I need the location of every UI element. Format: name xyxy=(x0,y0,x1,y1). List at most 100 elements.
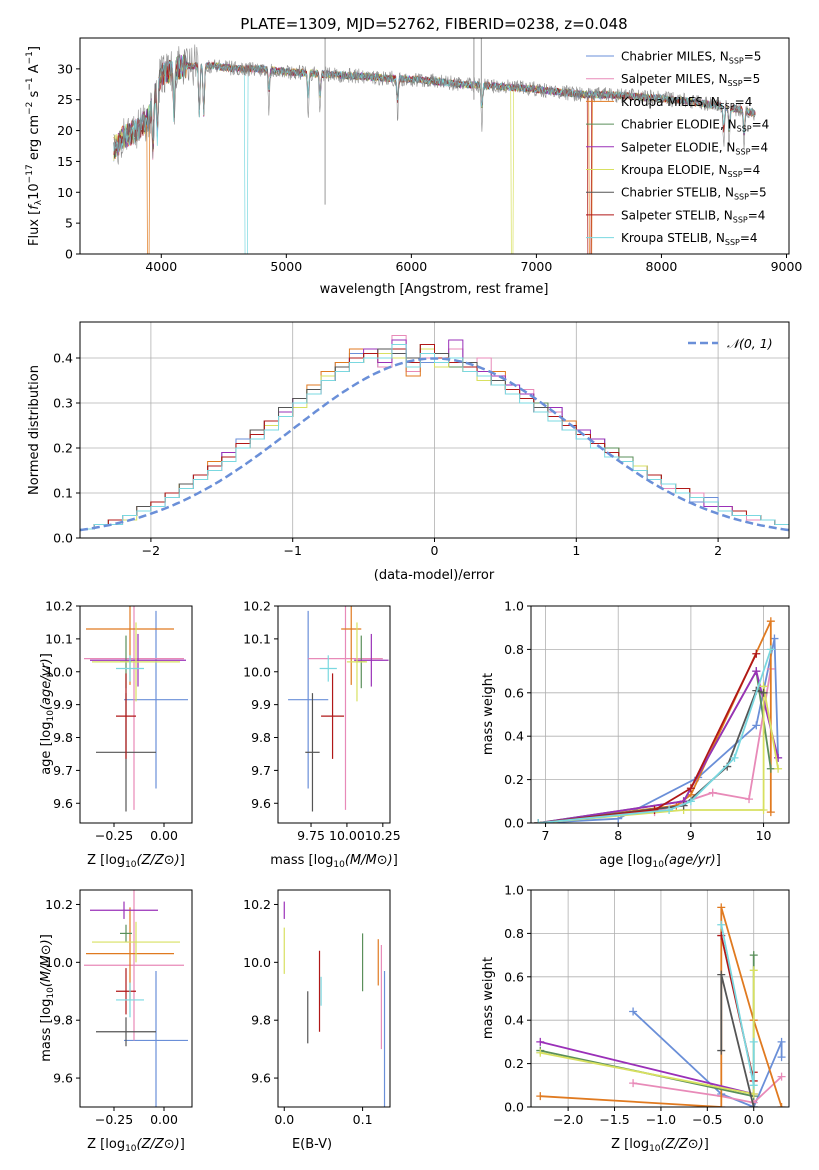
y-tick-label: 10.0 xyxy=(45,955,73,970)
axis-ticks: −0.25 0.00 9.6 9.7 9.8 9.9 10.0 10.1 10.2 xyxy=(45,599,178,844)
y-tick-label: 9.6 xyxy=(251,1071,271,1086)
data-point xyxy=(717,1046,726,1055)
legend-subscript: SSP xyxy=(725,238,740,247)
y-axis-label-part: f xyxy=(27,203,42,210)
label-part: (age/yr) xyxy=(39,658,54,710)
data-point xyxy=(777,1037,786,1046)
errorbar-salpeter-elodie xyxy=(354,633,389,687)
data-point xyxy=(665,805,674,814)
data-point xyxy=(766,645,775,654)
y-tick-label: 0.6 xyxy=(504,685,524,700)
legend-subscript: SSP xyxy=(729,57,744,66)
x-tick-label: 9.75 xyxy=(297,828,325,843)
y-tick-label: 9.6 xyxy=(251,796,271,811)
data-point xyxy=(749,1103,758,1107)
legend-model: Salpeter STELIB xyxy=(621,208,716,222)
legend-eq: = xyxy=(750,140,760,154)
label-part: (Z/Z⊙) xyxy=(137,853,180,868)
x-axis-label: E(B-V) xyxy=(292,1137,332,1152)
data-point xyxy=(759,805,768,814)
data-point xyxy=(717,1103,726,1107)
label-part: mass [log xyxy=(39,999,54,1062)
y-tick-label: 1.0 xyxy=(504,883,524,898)
x-axis-label: Z [log10(Z/Z⊙)] xyxy=(87,1137,185,1154)
axes-frame xyxy=(530,889,790,1108)
legend-model: Chabrier MILES xyxy=(621,50,712,64)
y-tick-label: 1.0 xyxy=(504,599,524,614)
x-axis-label: mass [log10(M/M⊙)] xyxy=(270,853,398,870)
legend-label: Kroupa STELIB, NSSP=4 xyxy=(621,231,758,247)
axis-ticks: −0.25 0.00 9.6 9.8 10.0 10.2 xyxy=(45,897,178,1127)
axes-frame xyxy=(79,605,193,824)
y-tick-label: 10.0 xyxy=(45,664,73,679)
errorbar-salpeter-miles xyxy=(84,890,184,1041)
legend-eq: = xyxy=(748,208,758,222)
x-tick-label: 0.1 xyxy=(353,1112,373,1127)
label-subscript: 10 xyxy=(333,860,345,870)
label-part: ] xyxy=(39,653,54,658)
y-tick-label: 9.7 xyxy=(53,763,73,778)
series-kroupa-miles xyxy=(534,617,775,823)
label-subscript: 10 xyxy=(46,987,56,999)
errorbar-salpeter-elodie xyxy=(90,901,158,919)
errorbar-salpeter-elodie xyxy=(90,633,186,687)
series-salpeter-elodie xyxy=(534,667,783,823)
y-tick-label: 0.1 xyxy=(53,486,73,501)
x-tick-label: 0.0 xyxy=(274,1112,294,1127)
x-axis-label: Z [log10(Z/Z⊙)] xyxy=(87,853,185,870)
legend-nssp: 4 xyxy=(745,95,753,109)
x-tick-label: −1.0 xyxy=(646,1112,676,1127)
x-tick-label: 0.00 xyxy=(150,1112,178,1127)
legend-sep: , N xyxy=(711,163,728,177)
legend-eq: = xyxy=(749,186,759,200)
legend-sep: , N xyxy=(708,231,725,245)
plot-area xyxy=(113,38,756,254)
legend-subscript: SSP xyxy=(728,79,743,88)
data-point xyxy=(766,617,775,626)
y-tick-label: 0.6 xyxy=(504,969,524,984)
y-tick-label: 15 xyxy=(57,154,73,169)
y-axis-label: Normed distribution xyxy=(27,365,42,495)
data-point xyxy=(629,1007,638,1016)
x-tick-label: 6000 xyxy=(395,259,427,274)
series-line xyxy=(538,668,779,823)
x-tick-label: −2.0 xyxy=(553,1112,583,1127)
label-part: age [log xyxy=(39,722,54,775)
errorbar-chabrier-stelib xyxy=(305,693,320,812)
data-point xyxy=(752,649,761,658)
data-point xyxy=(749,1081,758,1090)
y-tick-label: 9.8 xyxy=(53,730,73,745)
data-point xyxy=(749,951,758,960)
legend-model: Kroupa ELODIE xyxy=(621,163,711,177)
y-axis-label: mass weight xyxy=(481,673,496,755)
legend-label: 𝒩(0, 1) xyxy=(727,336,773,351)
label-subscript: 10 xyxy=(649,1144,661,1154)
legend-sep: , N xyxy=(703,95,720,109)
data-point xyxy=(536,1092,545,1101)
x-tick-label: 9000 xyxy=(771,259,803,274)
y-axis-label-part: λ xyxy=(34,199,44,205)
y-axis-label-part: −1 xyxy=(25,77,35,90)
legend-eq: = xyxy=(735,95,745,109)
data-point xyxy=(629,1079,638,1088)
series-kroupa-stelib xyxy=(717,920,758,1090)
legend-eq: = xyxy=(743,72,753,86)
data-point xyxy=(766,808,775,817)
errorbar-kroupa-stelib xyxy=(319,655,337,682)
y-tick-label: 0.0 xyxy=(504,816,524,831)
data-point xyxy=(536,1037,545,1046)
y-tick-label: 30 xyxy=(57,61,73,76)
x-axis-label: (data-model)/error xyxy=(374,568,495,583)
data-point xyxy=(686,784,695,793)
data-point xyxy=(749,966,758,975)
series-line xyxy=(632,1010,783,1107)
y-tick-label: 0.4 xyxy=(53,351,73,366)
legend-label: Salpeter STELIB, NSSP=4 xyxy=(621,208,765,224)
legend-nssp: 5 xyxy=(753,72,761,86)
legend-sep: , N xyxy=(719,140,736,154)
legend-nssp: 4 xyxy=(760,140,768,154)
y-tick-label: 10.1 xyxy=(45,631,73,646)
legend-sep: , N xyxy=(720,118,737,132)
data-point xyxy=(650,805,659,814)
